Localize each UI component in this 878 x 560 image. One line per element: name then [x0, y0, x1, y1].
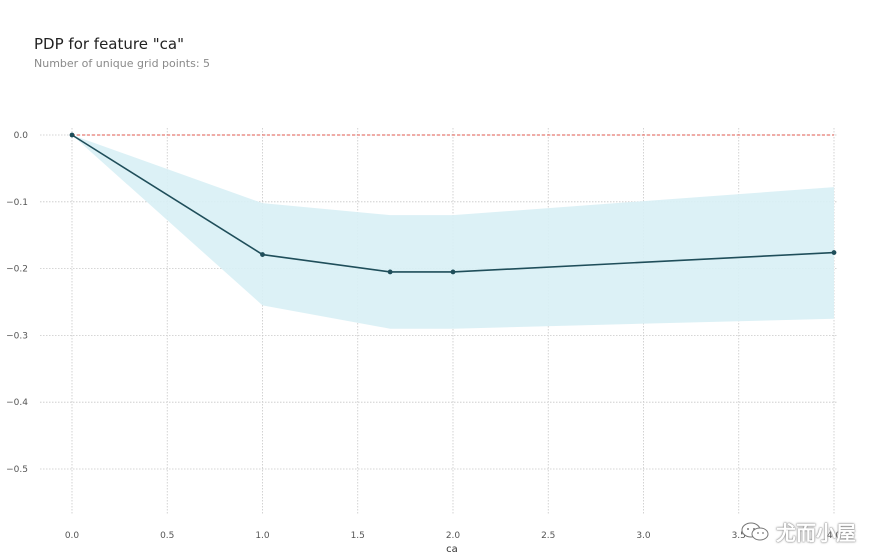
data-points — [69, 132, 837, 275]
x-tick-label: 3.5 — [732, 531, 746, 541]
data-point — [260, 252, 265, 257]
y-tick-label: −0.1 — [6, 198, 28, 208]
x-tick-label: 0.0 — [65, 531, 80, 541]
data-point — [450, 269, 456, 275]
chart-title: PDP for feature "ca" — [34, 35, 184, 53]
y-tick-label: −0.2 — [6, 265, 28, 275]
x-tick-labels: 0.0 0.5 1.0 1.5 2.0 2.5 3.0 3.5 4.0 — [65, 531, 842, 541]
y-tick-label: −0.5 — [6, 465, 28, 475]
x-tick-label: 2.5 — [541, 531, 555, 541]
x-tick-label: 3.0 — [636, 531, 651, 541]
data-point — [387, 269, 393, 275]
x-tick-label: 1.5 — [351, 531, 365, 541]
watermark-text: 尤而小屋 — [776, 521, 856, 545]
data-point — [69, 132, 75, 138]
x-tick-label: 4.0 — [827, 531, 842, 541]
confidence-band — [72, 135, 834, 329]
x-tick-label: 1.0 — [255, 531, 270, 541]
y-tick-label: −0.4 — [6, 398, 28, 408]
x-tick-label: 0.5 — [160, 531, 174, 541]
chart-subtitle: Number of unique grid points: 5 — [34, 57, 211, 70]
wechat-icon — [741, 522, 769, 540]
y-tick-label: −0.3 — [6, 331, 28, 341]
x-tick-label: 2.0 — [446, 531, 461, 541]
y-tick-label: 0.0 — [14, 131, 29, 141]
y-tick-labels: 0.0 −0.1 −0.2 −0.3 −0.4 −0.5 — [6, 131, 28, 475]
watermark: 尤而小屋 — [740, 517, 856, 546]
data-point — [831, 250, 837, 255]
x-axis-label: ca — [446, 544, 458, 555]
